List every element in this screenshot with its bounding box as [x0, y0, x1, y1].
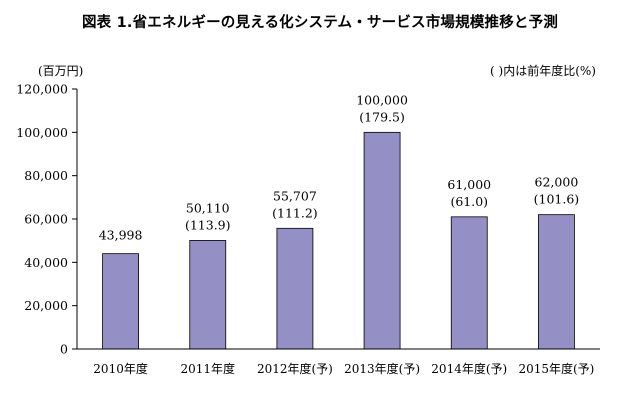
- yoy-label: (113.9): [185, 217, 231, 232]
- y-tick-label: 20,000: [24, 298, 68, 313]
- bar-6: [538, 214, 575, 350]
- bars-group: [102, 131, 575, 350]
- bar-5: [450, 216, 488, 350]
- y-tick-label: 80,000: [24, 168, 68, 183]
- x-tick-label: 2010年度: [93, 361, 148, 376]
- value-labels: 43,998 50,110 (113.9) 55,707 (111.2) 100,000 (…: [99, 92, 579, 242]
- yoy-label: (179.5): [359, 109, 405, 124]
- bar-3: [276, 227, 314, 350]
- value-label: 55,707: [273, 188, 317, 203]
- y-axis-ticks: 0 20,000 40,000 60,000 80,000 100,000 120,000: [16, 82, 77, 357]
- bar-2: [189, 240, 227, 350]
- value-label: 50,110: [186, 200, 230, 215]
- value-label: 61,000: [447, 177, 491, 192]
- x-tick-label: 2014年度(予): [431, 361, 507, 376]
- y-tick-label: 120,000: [16, 82, 68, 97]
- bar-4: [363, 131, 401, 350]
- bar-1: [102, 253, 139, 350]
- value-label: 43,998: [99, 228, 143, 243]
- y-tick-label: 60,000: [24, 212, 68, 227]
- x-tick-label: 2013年度(予): [344, 361, 420, 376]
- value-label: 100,000: [356, 92, 408, 107]
- value-label: 62,000: [535, 175, 579, 190]
- y-tick-label: 100,000: [16, 125, 68, 140]
- y-tick-label: 40,000: [24, 255, 68, 270]
- x-axis-labels: 2010年度 2011年度 2012年度(予) 2013年度(予) 2014年度(予) 2…: [93, 361, 594, 376]
- yoy-label: (101.6): [534, 192, 580, 207]
- y-axis-unit-label: (百万円): [38, 64, 84, 78]
- y-tick-label: 0: [60, 342, 68, 357]
- chart-title: 図表 1.省エネルギーの見える化システム・サービス市場規模推移と予測: [81, 15, 559, 31]
- yoy-label: (61.0): [450, 194, 488, 209]
- x-tick-label: 2012年度(予): [257, 361, 333, 376]
- x-tick-label: 2011年度: [180, 361, 235, 376]
- x-tick-label: 2015年度(予): [518, 361, 594, 376]
- yoy-label: (111.2): [272, 205, 318, 220]
- yoy-legend-note: ( )内は前年度比(%): [490, 64, 596, 78]
